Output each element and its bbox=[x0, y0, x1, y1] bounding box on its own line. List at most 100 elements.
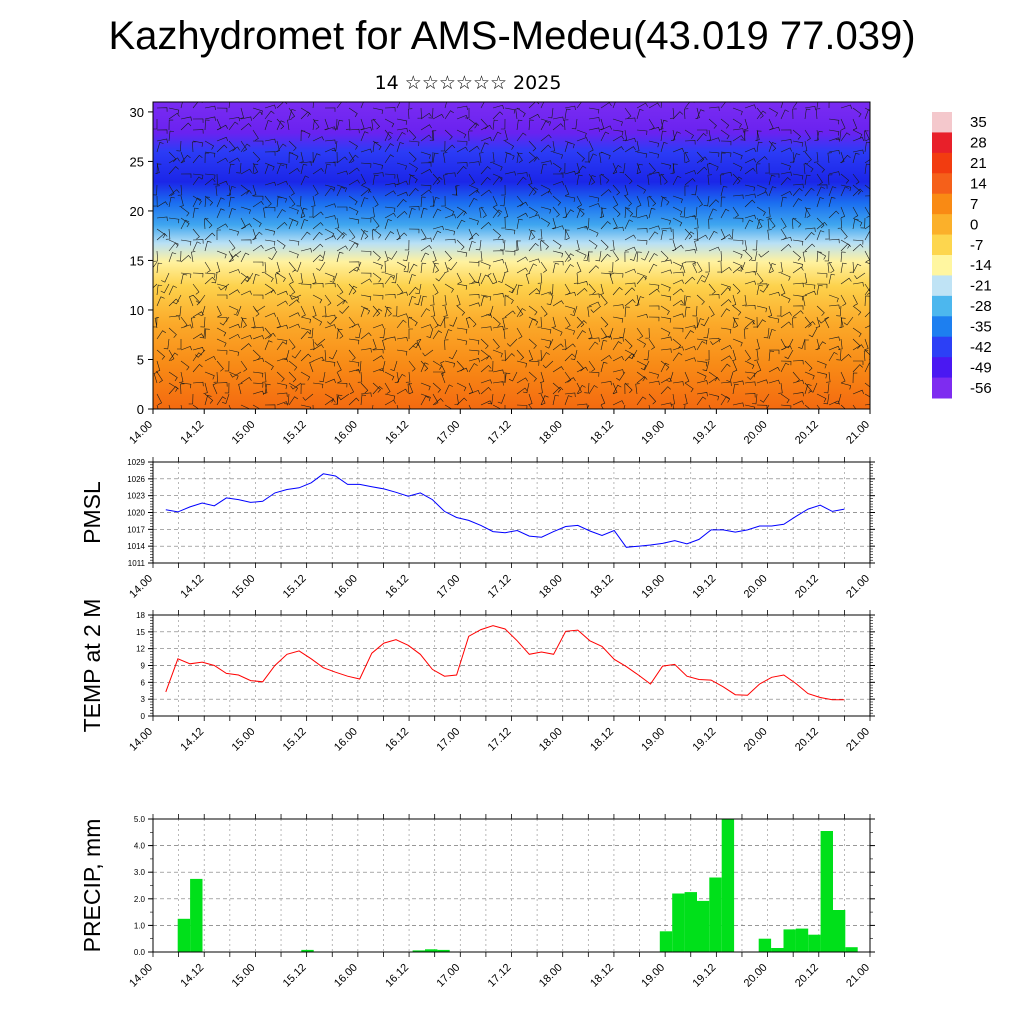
precip-bar bbox=[437, 949, 450, 952]
panel-ytick-label: 12 bbox=[136, 645, 145, 654]
panel-ytick-label: 9 bbox=[141, 662, 146, 671]
precip-bar bbox=[808, 934, 821, 952]
panel-xtick-label: 20.00 bbox=[742, 726, 770, 754]
panel-xtick-label: 19.00 bbox=[639, 962, 667, 990]
panel-ytick-label: 3.0 bbox=[134, 868, 146, 877]
panel-xtick-label: 16.12 bbox=[383, 726, 411, 754]
chart-title: Kazhydromet for AMS-Medeu(43.019 77.039) bbox=[108, 14, 916, 58]
section-xtick-label: 19.12 bbox=[691, 419, 719, 447]
panel-xtick-label: 20.00 bbox=[742, 962, 770, 990]
panel-xtick-label: 20.12 bbox=[793, 726, 821, 754]
colorbar-swatch bbox=[932, 295, 952, 317]
panel-ytick-label: 1029 bbox=[127, 458, 145, 467]
panel-ytick-label: 0.0 bbox=[134, 948, 146, 957]
colorbar-label: 14 bbox=[970, 176, 987, 193]
precip-bar bbox=[190, 878, 203, 953]
precip-frame bbox=[152, 818, 871, 953]
section-ytick-label: 0 bbox=[137, 402, 144, 417]
panel-xtick-label: 17.12 bbox=[486, 726, 514, 754]
panel-xtick-label: 15.00 bbox=[230, 726, 258, 754]
panel-xtick-label: 14.12 bbox=[178, 962, 206, 990]
precip-bar bbox=[758, 938, 772, 952]
section-ytick-label: 15 bbox=[130, 253, 144, 268]
colorbar-label: -28 bbox=[970, 298, 992, 315]
panel-xtick-label: 17.00 bbox=[434, 573, 462, 601]
colorbar-swatch bbox=[932, 316, 952, 338]
panel-xtick-label: 16.12 bbox=[383, 573, 411, 601]
panel-xtick-label: 20.12 bbox=[793, 962, 821, 990]
colorbar-swatch bbox=[932, 214, 952, 236]
section-xtick-label: 19.00 bbox=[639, 419, 667, 447]
panel-xtick-label: 20.00 bbox=[742, 573, 770, 601]
precip-bar bbox=[177, 918, 191, 953]
colorbar-swatch bbox=[932, 152, 952, 174]
section-xtick-label: 17.12 bbox=[486, 419, 514, 447]
section-xtick-label: 18.00 bbox=[537, 419, 565, 447]
panel-xtick-label: 21.00 bbox=[844, 726, 872, 754]
section-ytick-label: 25 bbox=[130, 154, 144, 169]
panel-xtick-label: 21.00 bbox=[844, 962, 872, 990]
precip-bar bbox=[696, 900, 710, 952]
panel-ytick-label: 4.0 bbox=[134, 842, 146, 851]
section-xtick-label: 14.12 bbox=[178, 419, 206, 447]
section-ytick-label: 20 bbox=[130, 204, 144, 219]
section-xtick-label: 20.12 bbox=[793, 419, 821, 447]
colorbar-swatch bbox=[932, 336, 952, 358]
section-xtick-label: 20.00 bbox=[742, 419, 770, 447]
colorbar-swatch bbox=[932, 234, 952, 256]
panel-xtick-label: 18.00 bbox=[537, 573, 565, 601]
panel-xtick-label: 15.12 bbox=[281, 726, 309, 754]
panel-xtick-label: 15.12 bbox=[281, 573, 309, 601]
panel-xtick-label: 16.12 bbox=[383, 962, 411, 990]
precip-bar bbox=[795, 928, 809, 952]
precip-bar bbox=[783, 929, 796, 952]
chart-subtitle: 14 ☆☆☆☆☆☆ 2025 bbox=[374, 72, 562, 94]
precip-bar bbox=[412, 950, 425, 952]
panel-xtick-label: 19.12 bbox=[691, 726, 719, 754]
colorbar-label: -7 bbox=[970, 237, 983, 254]
wind-barbs bbox=[153, 102, 870, 409]
panel-xtick-label: 19.12 bbox=[691, 573, 719, 601]
precip-bar bbox=[709, 877, 722, 952]
panel-xtick-label: 15.12 bbox=[281, 962, 309, 990]
section-ytick-label: 10 bbox=[130, 303, 144, 318]
panel-xtick-label: 18.12 bbox=[588, 726, 616, 754]
colorbar-label: -21 bbox=[970, 278, 992, 295]
panel-xtick-label: 14.12 bbox=[178, 573, 206, 601]
panel-ytick-label: 1020 bbox=[127, 509, 145, 518]
section-xtick-label: 17.00 bbox=[434, 419, 462, 447]
panel-xtick-label: 18.00 bbox=[537, 962, 565, 990]
panel-xtick-label: 16.00 bbox=[332, 726, 360, 754]
section-xtick-label: 21.00 bbox=[844, 419, 872, 447]
precip-bar bbox=[672, 893, 685, 952]
section-xtick-label: 15.12 bbox=[281, 419, 309, 447]
colorbar-swatch bbox=[932, 193, 952, 215]
precip-bar bbox=[425, 949, 438, 952]
panel-ytick-label: 15 bbox=[136, 628, 145, 637]
series-line bbox=[165, 625, 845, 701]
precip-bar bbox=[845, 947, 858, 952]
panel-xtick-label: 16.00 bbox=[332, 573, 360, 601]
section-xtick-label: 14.00 bbox=[127, 419, 155, 447]
colorbar-swatch bbox=[932, 173, 952, 195]
panel-xtick-label: 19.12 bbox=[691, 962, 719, 990]
panel-ytick-label: 3 bbox=[141, 695, 146, 704]
section-ytick-label: 30 bbox=[130, 105, 144, 120]
panel-xtick-label: 19.00 bbox=[639, 726, 667, 754]
pmsl-panel: 1011 1014 1017 1020 1023 1026 1029 14.00 14.12 15… bbox=[79, 457, 875, 601]
colorbar-swatch bbox=[932, 377, 952, 399]
precip-bar bbox=[771, 948, 784, 952]
panel-ytick-label: 18 bbox=[136, 611, 145, 620]
panel-xtick-label: 14.12 bbox=[178, 726, 206, 754]
colorbar-swatch bbox=[932, 112, 952, 133]
colorbar-label: 28 bbox=[970, 135, 987, 152]
panel-xtick-label: 17.12 bbox=[486, 573, 514, 601]
panel-xtick-label: 18.00 bbox=[537, 726, 565, 754]
precip-bar bbox=[684, 892, 697, 952]
colorbar-label: -35 bbox=[970, 319, 992, 336]
colorbar-label: 21 bbox=[970, 155, 987, 172]
section-xtick-label: 15.00 bbox=[230, 419, 258, 447]
temp-panel: 0 3 6 9 12 15 18 14.00 14.12 15.00 15.12 16.00 16.12… bbox=[79, 599, 875, 754]
panel-ytick-label: 0 bbox=[141, 712, 146, 721]
